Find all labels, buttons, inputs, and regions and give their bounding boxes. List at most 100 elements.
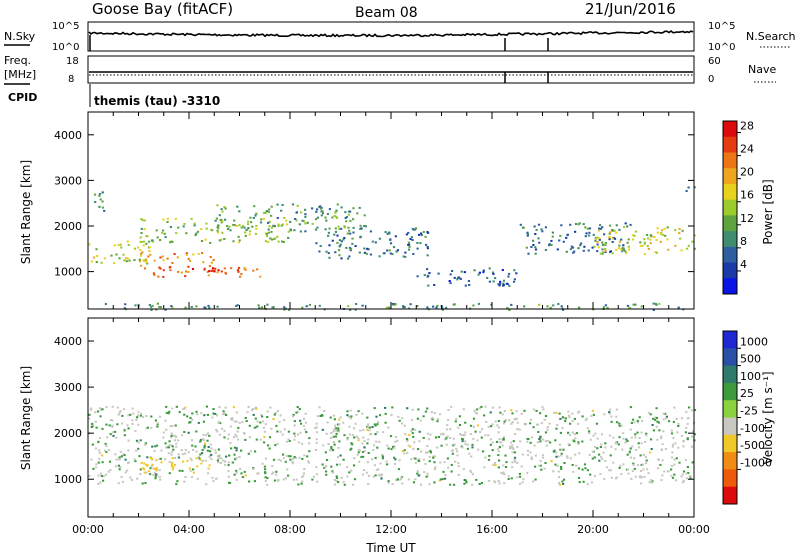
echo-cell xyxy=(592,434,595,437)
echo-cell xyxy=(501,269,504,271)
echo-cell xyxy=(182,460,185,463)
echo-cell xyxy=(443,477,447,480)
echo-cell xyxy=(572,251,575,254)
echo-cell xyxy=(577,422,580,425)
echo-cell xyxy=(555,451,558,454)
echo-cell xyxy=(116,423,119,426)
echo-cell xyxy=(673,473,676,476)
echo-cell xyxy=(235,478,238,481)
echo-cell xyxy=(467,280,470,282)
echo-cell xyxy=(104,449,107,452)
echo-cell xyxy=(338,244,342,247)
echo-cell xyxy=(678,461,681,464)
echo-cell xyxy=(502,279,506,282)
echo-cell xyxy=(308,303,311,306)
echo-cell xyxy=(131,407,134,410)
echo-cell xyxy=(685,190,688,192)
echo-cell xyxy=(336,241,339,244)
echo-cell xyxy=(204,459,207,462)
echo-cell xyxy=(150,239,154,242)
echo-cell xyxy=(372,449,375,452)
echo-cell xyxy=(674,442,677,445)
echo-cell xyxy=(356,453,359,456)
echo-cell xyxy=(215,477,218,480)
echo-cell xyxy=(171,468,174,471)
echo-cell xyxy=(560,467,563,470)
echo-cell xyxy=(247,406,250,408)
echo-cell xyxy=(139,264,143,267)
echo-cell xyxy=(562,308,565,311)
echo-cell xyxy=(297,441,301,444)
echo-cell xyxy=(354,422,357,425)
echo-cell xyxy=(477,273,480,276)
echo-cell xyxy=(544,462,547,464)
echo-cell xyxy=(657,421,660,424)
echo-cell xyxy=(334,230,338,233)
echo-cell xyxy=(656,467,660,470)
echo-cell xyxy=(595,422,598,425)
echo-cell xyxy=(587,249,590,252)
echo-cell xyxy=(358,251,361,254)
echo-cell xyxy=(240,472,243,475)
echo-cell xyxy=(449,273,452,276)
echo-cell xyxy=(304,421,307,424)
echo-cell xyxy=(338,423,341,426)
echo-cell xyxy=(139,240,142,243)
echo-cell xyxy=(248,424,251,427)
echo-cell xyxy=(556,464,559,467)
echo-cell xyxy=(267,228,270,231)
echo-cell xyxy=(142,244,145,247)
echo-cell xyxy=(403,449,406,452)
echo-cell xyxy=(326,421,329,424)
echo-cell xyxy=(159,239,162,241)
echo-cell xyxy=(214,449,217,452)
echo-cell xyxy=(616,441,619,444)
echo-cell xyxy=(426,306,429,309)
echo-cell xyxy=(235,449,238,452)
echo-cell xyxy=(168,440,171,443)
echo-cell xyxy=(434,436,438,439)
echo-cell xyxy=(457,465,460,468)
echo-cell xyxy=(259,221,263,224)
echo-cell xyxy=(311,478,314,481)
echo-cell xyxy=(569,422,572,425)
echo-cell xyxy=(340,240,343,243)
echo-cell xyxy=(615,415,618,418)
echo-cell xyxy=(315,441,318,444)
echo-cell xyxy=(587,234,591,237)
echo-cell xyxy=(598,453,601,456)
echo-cell xyxy=(478,407,481,410)
echo-cell xyxy=(288,455,291,458)
nsky-trace xyxy=(88,29,694,38)
echo-cell xyxy=(534,454,537,457)
echo-cell xyxy=(629,456,632,459)
echo-cell xyxy=(127,449,130,452)
echo-cell xyxy=(659,240,662,243)
echo-cell xyxy=(575,464,578,467)
echo-cell xyxy=(192,449,195,451)
echo-cell xyxy=(366,247,369,250)
echo-cell xyxy=(127,461,130,464)
echo-cell xyxy=(172,448,175,451)
echo-cell xyxy=(552,450,555,453)
echo-cell xyxy=(348,433,351,436)
echo-cell xyxy=(681,229,684,232)
echo-cell xyxy=(462,408,465,411)
echo-cell xyxy=(270,226,273,229)
echo-cell xyxy=(210,453,213,456)
echo-cell xyxy=(603,243,606,246)
echo-cell xyxy=(266,483,269,486)
echo-cell xyxy=(183,413,186,416)
echo-cell xyxy=(315,422,318,425)
echo-cell xyxy=(161,255,164,258)
echo-cell xyxy=(373,464,376,467)
echo-cell xyxy=(477,448,480,451)
echo-cell xyxy=(680,249,683,252)
echo-cell xyxy=(316,208,319,211)
echo-cell xyxy=(235,225,238,227)
echo-cell xyxy=(243,268,246,271)
echo-cell xyxy=(594,432,597,435)
echo-cell xyxy=(265,210,268,212)
echo-cell xyxy=(369,433,372,436)
echo-cell xyxy=(373,407,376,410)
